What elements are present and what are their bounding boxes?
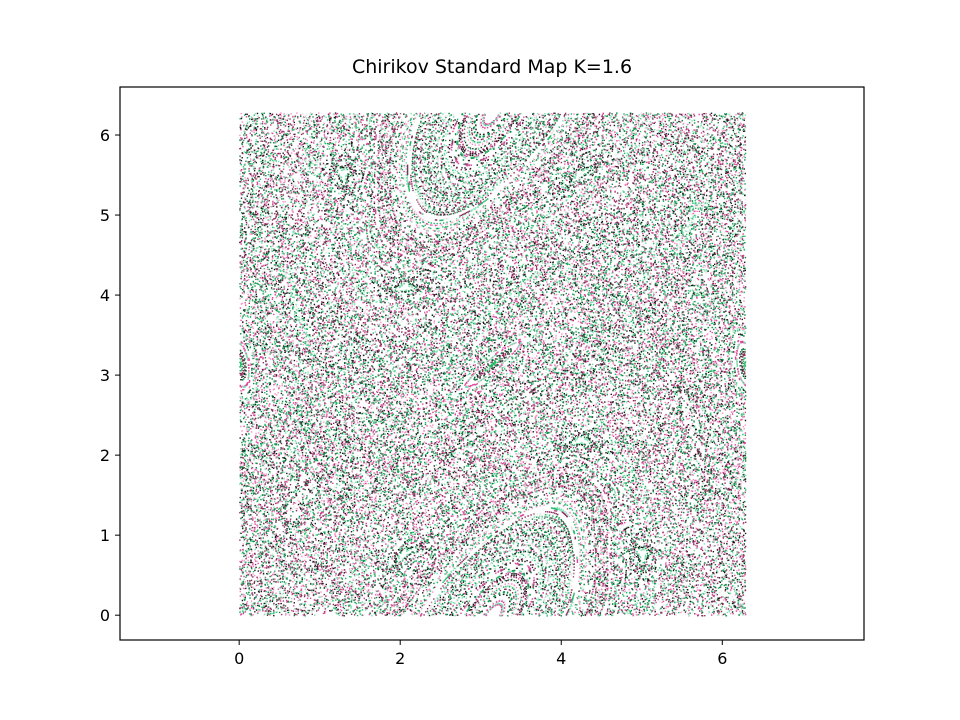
x-axis: 0 2 4 6: [234, 640, 727, 668]
x-tick-label: 2: [395, 649, 405, 668]
orbit-points: [324, 143, 657, 584]
y-tick-label: 2: [100, 446, 110, 465]
y-tick-label: 6: [100, 126, 110, 145]
axes-frame: [119, 86, 865, 641]
x-tick-label: 0: [234, 649, 244, 668]
orbit-points: [373, 115, 613, 589]
orbit-points: [381, 115, 605, 608]
chart-title: Chirikov Standard Map K=1.6: [352, 56, 632, 78]
orbit-points: [249, 120, 729, 608]
y-tick-label: 0: [100, 606, 110, 625]
y-tick-label: 5: [100, 206, 110, 225]
x-tick-label: 4: [556, 649, 566, 668]
orbit-points: [240, 123, 740, 373]
orbit-points: [389, 129, 597, 615]
y-tick-label: 3: [100, 366, 110, 385]
orbit-points: [255, 165, 723, 404]
y-tick-label: 4: [100, 286, 110, 305]
x-tick-label: 6: [717, 649, 727, 668]
scatter-points: [239, 112, 747, 617]
y-axis: 0 1 2 3 4 5 6: [100, 126, 120, 625]
orbit-points: [240, 330, 745, 567]
orbit-points: [240, 321, 725, 584]
y-tick-label: 1: [100, 526, 110, 545]
